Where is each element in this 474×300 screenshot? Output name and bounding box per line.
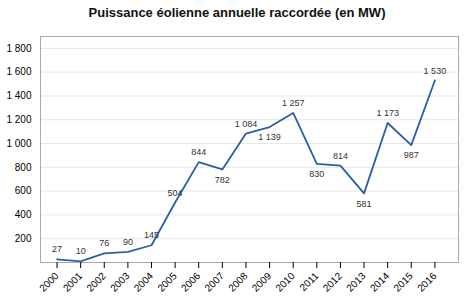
svg-text:2015: 2015 [391, 270, 415, 294]
svg-text:1 400: 1 400 [6, 90, 31, 101]
svg-text:200: 200 [15, 233, 32, 244]
svg-text:2014: 2014 [368, 270, 392, 294]
svg-text:1 257: 1 257 [282, 98, 305, 108]
svg-text:90: 90 [123, 237, 133, 247]
svg-text:2000: 2000 [37, 270, 61, 294]
svg-text:800: 800 [15, 162, 32, 173]
svg-text:2016: 2016 [415, 270, 439, 294]
svg-text:782: 782 [215, 175, 230, 185]
svg-text:2006: 2006 [179, 270, 203, 294]
svg-text:987: 987 [404, 150, 419, 160]
svg-text:814: 814 [333, 151, 348, 161]
svg-text:1 200: 1 200 [6, 114, 31, 125]
svg-text:10: 10 [76, 246, 86, 256]
svg-text:1 084: 1 084 [235, 119, 258, 129]
svg-text:504: 504 [168, 188, 183, 198]
svg-text:581: 581 [357, 199, 372, 209]
svg-text:2002: 2002 [84, 270, 108, 294]
svg-text:844: 844 [191, 147, 206, 157]
html-text:Puissance éolienne annuelle ra: Puissance éolienne annuelle raccordée (e… [88, 5, 386, 20]
svg-text:76: 76 [99, 238, 109, 248]
svg-text:1 139: 1 139 [258, 132, 281, 142]
svg-text:600: 600 [15, 185, 32, 196]
svg-text:27: 27 [52, 244, 62, 254]
svg-text:1 800: 1 800 [6, 43, 31, 54]
svg-text:1 530: 1 530 [424, 66, 447, 76]
svg-text:2013: 2013 [344, 270, 368, 294]
svg-text:2012: 2012 [321, 270, 345, 294]
svg-text:1 600: 1 600 [6, 66, 31, 77]
svg-text:2005: 2005 [155, 270, 179, 294]
svg-text:400: 400 [15, 209, 32, 220]
svg-text:145: 145 [144, 230, 159, 240]
svg-text:2008: 2008 [226, 270, 250, 294]
svg-text:2010: 2010 [273, 270, 297, 294]
svg-text:2001: 2001 [61, 270, 85, 294]
svg-text:2003: 2003 [108, 270, 132, 294]
svg-text:2009: 2009 [250, 270, 274, 294]
svg-text:2004: 2004 [132, 270, 156, 294]
svg-text:830: 830 [309, 169, 324, 179]
svg-text:1 000: 1 000 [6, 138, 31, 149]
svg-text:2011: 2011 [297, 270, 320, 293]
svg-text:2007: 2007 [203, 270, 227, 294]
svg-text:1 173: 1 173 [376, 108, 399, 118]
